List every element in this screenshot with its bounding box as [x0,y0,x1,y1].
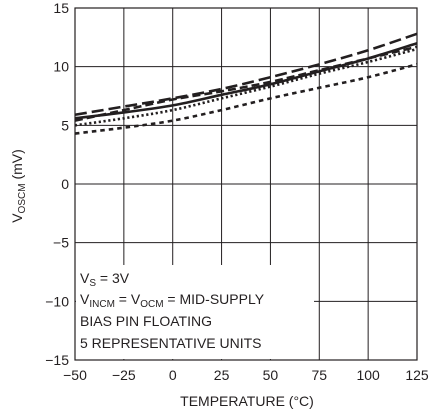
x-tick-label: 75 [311,367,327,383]
y-tick-label: −10 [45,293,69,309]
y-tick-label: 10 [53,59,69,75]
y-tick-label: 15 [53,0,69,16]
series-line-4 [74,47,418,127]
x-axis-title: TEMPERATURE (°C) [180,393,314,409]
data-series [74,32,418,135]
annotation-bias-pin: BIAS PIN FLOATING [80,313,212,329]
x-tick-label: −50 [63,367,87,383]
x-tick-label: 125 [405,367,429,383]
y-tick-label: 0 [61,176,69,192]
x-tick-label: 25 [214,367,230,383]
x-tick-label: −25 [112,367,136,383]
x-tick-label: 100 [356,367,380,383]
plot-frame [74,7,418,361]
annotation-supply: VS = 3V [80,270,130,289]
annotation-box: VS = 3V VINCM = VOCM = MID-SUPPLY BIAS P… [76,265,314,359]
annotation-units: 5 REPRESENTATIVE UNITS [80,335,262,351]
x-tick-label: 0 [169,367,177,383]
y-tick-label: −5 [53,235,69,251]
y-tick-labels: −15 −10 −5 0 5 10 15 [45,0,69,368]
series-line-3 [74,45,418,122]
annotation-background [76,265,314,359]
series-line-2 [74,32,418,117]
y-tick-label: 5 [61,117,69,133]
annotation-common-mode: VINCM = VOCM = MID-SUPPLY [80,291,265,310]
x-tick-label: 50 [263,367,279,383]
series-line-5 [74,63,418,135]
y-axis-title: VOSCM (mV) [9,149,28,223]
y-tick-label: −15 [45,352,69,368]
x-tick-labels: −50 −25 0 25 50 75 100 125 [63,367,429,383]
